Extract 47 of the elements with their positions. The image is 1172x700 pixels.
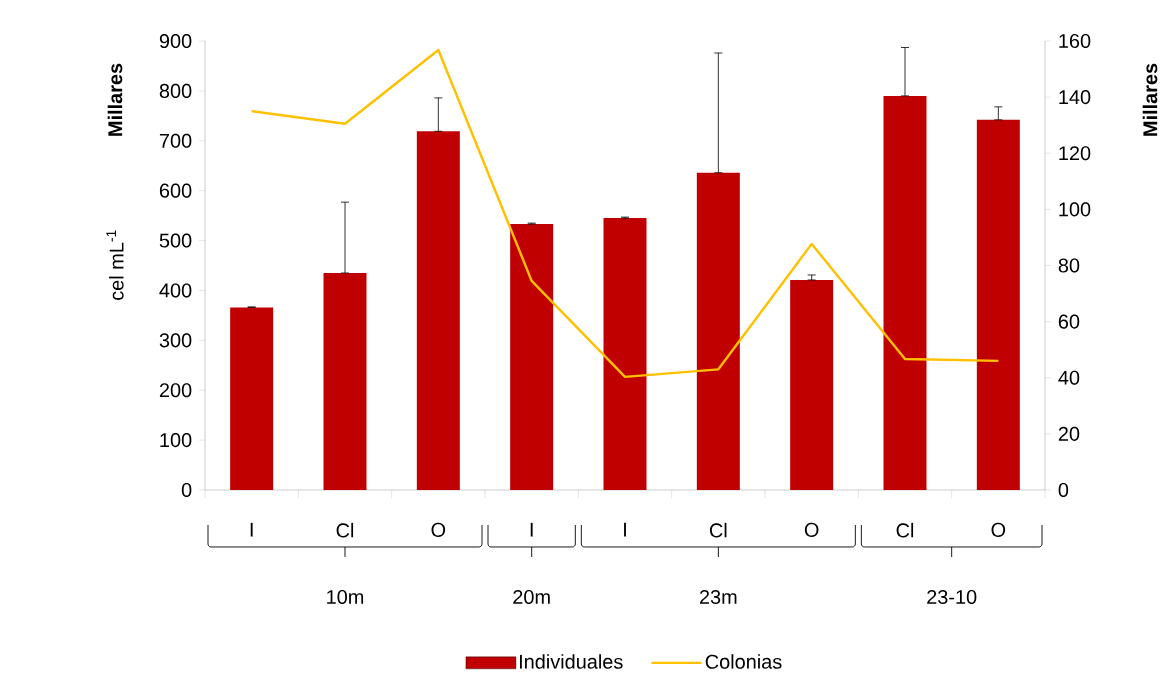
y2-tick-label: 0 [1058,482,1069,498]
y2-tick-label: 100 [1059,202,1091,217]
bar [416,131,460,490]
text: 23-10 [927,589,977,605]
legend-label: Individuales [519,654,623,669]
x-tick-label: Cl [896,522,914,538]
y2-tick-label: 40 [1058,370,1080,385]
y-axis-title: cel mL$^{-1}$ [106,230,124,300]
y2-tick-label: 80 [1058,258,1080,273]
x-tick-label: O [991,522,1006,537]
y2-tick-label: 140 [1059,90,1091,105]
x-tick-label: I [250,522,253,537]
y-tick-label: 800 [159,83,192,98]
bar [696,172,740,490]
y-tick-label: 600 [159,183,192,198]
bar [883,95,927,490]
text: 23m [699,589,737,605]
bar [323,272,367,490]
x-tick-label: Cl [336,522,354,538]
x-tick-label: I [530,522,533,537]
text: 10m [327,589,364,605]
y-tick-label: 700 [159,133,192,148]
y2-tick-label: 120 [1059,146,1091,161]
x-tick-label: I [624,522,626,537]
y2-tick-label: 60 [1058,314,1080,329]
y-tick-label: 200 [159,383,192,398]
legend-label: Colonias [705,654,782,669]
y-tick-label: 500 [159,233,192,248]
line-series [250,48,1000,379]
y-tick-label: 400 [159,283,192,298]
bar [603,218,647,490]
x-tick-label: O [804,522,819,537]
y2-tick-label: 20 [1058,426,1080,441]
x-tick-label: Cl [709,522,727,538]
y2-axis-title: Millares [1142,63,1158,136]
bar [976,119,1020,490]
y-tick-label: 900 [159,33,192,49]
bar [230,307,274,490]
y-tick-label: 100 [160,433,192,448]
x-tick-label: O [431,522,446,537]
text: Millares [107,63,123,136]
bar [790,279,834,490]
y2-tick-label: 160 [1059,33,1091,49]
bar [510,224,554,490]
y-tick-label: 300 [159,333,192,348]
text: 20m [513,589,550,605]
y-tick-label: 0 [181,482,192,498]
